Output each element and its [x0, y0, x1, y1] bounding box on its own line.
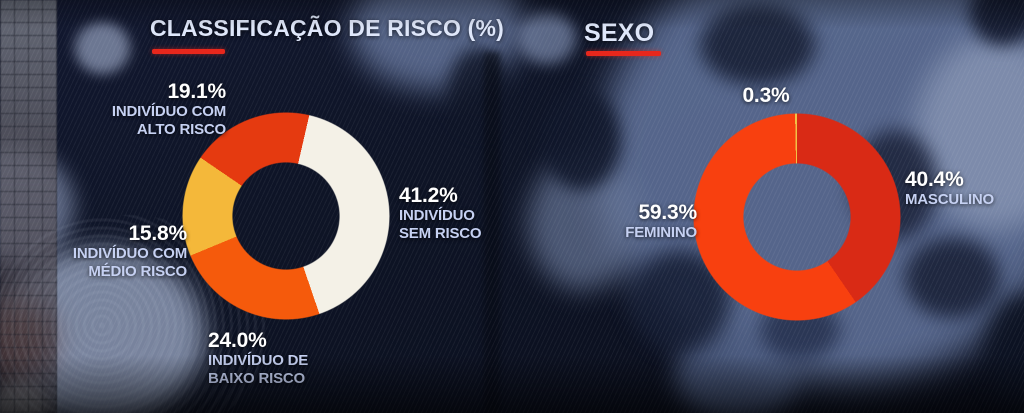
virus-spike-shadow: [905, 238, 1000, 318]
sexo-chart-title: SEXO: [584, 19, 655, 47]
risk-chart-title: CLASSIFICAÇÃO DE RISCO (%): [150, 15, 505, 41]
slice-percent: 41.2%: [399, 184, 458, 207]
slice-caption: FEMININO: [625, 224, 697, 242]
risk-title-underline: [152, 49, 225, 54]
virus-blob: [518, 12, 576, 64]
slice-label-alto-risco: 19.1% INDIVÍDUO COM ALTO RISCO: [112, 80, 226, 138]
risk-donut-chart: [182, 112, 390, 320]
slice-percent: 15.8%: [128, 222, 187, 245]
slice-label-baixo-risco: 24.0% INDIVÍDUO DE BAIXO RISCO: [208, 329, 308, 387]
slice-caption: INDIVÍDUO DE: [208, 352, 309, 370]
slice-caption: SEM RISCO: [399, 224, 482, 242]
virus-spike-shadow: [700, 5, 815, 85]
slice-caption: INDIVÍDUO COM: [72, 245, 187, 263]
sexo-donut-chart: [693, 113, 901, 321]
slice-percent: 0.3%: [742, 84, 790, 107]
screen-seam-shadow: [484, 52, 500, 413]
slice-label-medio-risco: 15.8% INDIVÍDUO COM MÉDIO RISCO: [73, 222, 187, 280]
slice-caption: INDIVÍDUO: [399, 207, 475, 225]
slice-percent: 24.0%: [208, 329, 267, 352]
virus-spike-shadow: [542, 90, 620, 190]
sexo-title-underline: [586, 51, 661, 56]
slice-label-masculino: 40.4% MASCULINO: [905, 168, 994, 209]
slice-percent: 19.1%: [167, 80, 226, 103]
slice-caption: INDIVÍDUO COM: [111, 103, 226, 121]
slice-label-feminino: 59.3% FEMININO: [625, 201, 697, 242]
slice-label-outros: 0.3%: [716, 84, 816, 107]
slice-caption: MÉDIO RISCO: [88, 262, 187, 280]
slice-caption: MASCULINO: [905, 191, 995, 209]
virus-blob: [75, 22, 130, 74]
slice-label-sem-risco: 41.2% INDIVÍDUO SEM RISCO: [399, 184, 482, 242]
slice-caption: ALTO RISCO: [136, 120, 226, 138]
slice-percent: 59.3%: [638, 201, 697, 224]
slice-percent: 40.4%: [905, 168, 964, 191]
slice-caption: BAIXO RISCO: [208, 369, 305, 387]
virus-spike-shadow: [448, 48, 510, 133]
